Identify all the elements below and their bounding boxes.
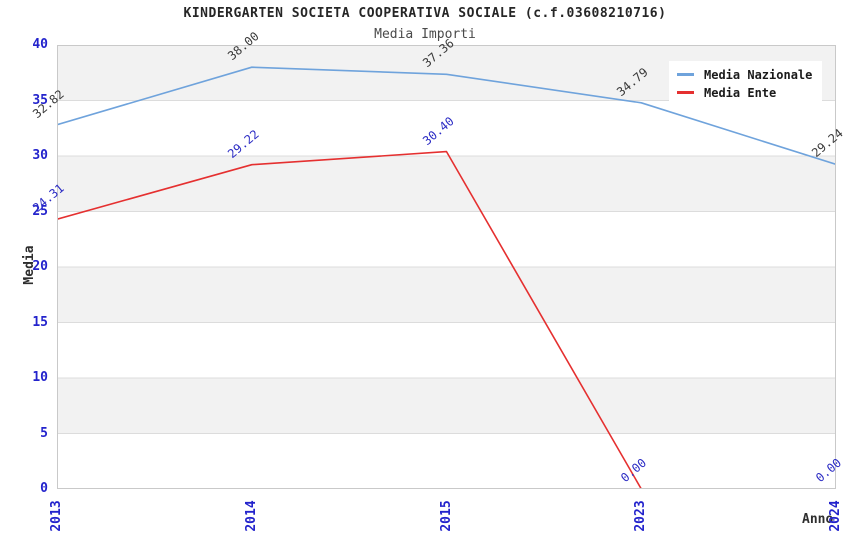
- y-tick-label: 20: [32, 259, 48, 274]
- x-tick-label: 2024: [828, 500, 843, 532]
- y-tick-label: 5: [40, 425, 48, 441]
- y-tick-label: 10: [32, 370, 48, 385]
- y-tick-label: 40: [32, 37, 48, 52]
- line-swatch-icon: [677, 91, 694, 94]
- legend-item-media-nazionale: Media Nazionale: [677, 67, 812, 82]
- legend-label: Media Nazionale: [704, 67, 813, 82]
- x-tick-label: 2015: [438, 500, 454, 532]
- chart-title: KINDERGARTEN SOCIETA COOPERATIVA SOCIALE…: [183, 6, 667, 21]
- x-tick-label: 2014: [243, 500, 259, 532]
- plot-area: [57, 45, 836, 489]
- y-tick-label: 25: [32, 203, 48, 219]
- chart-subtitle: Media Importi: [374, 27, 476, 42]
- y-tick-label: 0: [40, 481, 48, 496]
- x-tick-label: 2023: [633, 500, 649, 532]
- x-tick-label: 2013: [49, 500, 64, 532]
- legend-label: Media Ente: [704, 85, 777, 100]
- legend-item-media-ente: Media Ente: [677, 85, 812, 100]
- x-axis-title: Anno: [802, 512, 834, 527]
- y-tick-label: 35: [32, 92, 48, 108]
- y-tick-label: 15: [32, 314, 48, 330]
- y-tick-label: 30: [32, 148, 48, 163]
- line-swatch-icon: [677, 73, 694, 76]
- legend: Media Nazionale Media Ente: [669, 61, 823, 106]
